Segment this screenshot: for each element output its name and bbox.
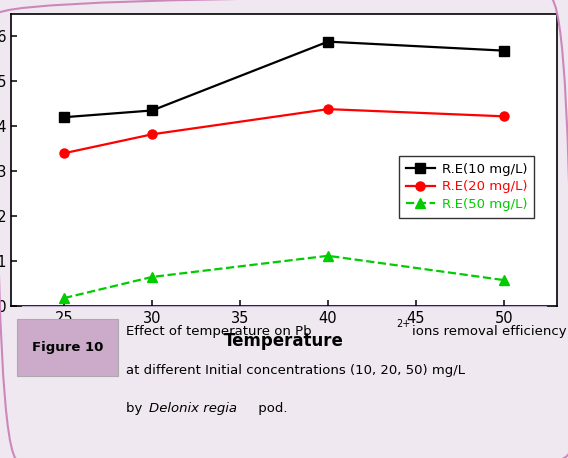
R.E(10 mg/L): [324, 39, 331, 44]
R.E(20 mg/L): [324, 106, 331, 112]
Text: at different Initial concentrations (10, 20, 50) mg/L: at different Initial concentrations (10,…: [126, 364, 465, 377]
FancyBboxPatch shape: [17, 319, 118, 376]
Text: 2+: 2+: [396, 319, 411, 329]
R.E(10 mg/L): [149, 108, 156, 113]
Line: R.E(20 mg/L): R.E(20 mg/L): [60, 104, 508, 158]
Line: R.E(50 mg/L): R.E(50 mg/L): [60, 251, 508, 303]
R.E(10 mg/L): [500, 48, 507, 54]
R.E(20 mg/L): [500, 114, 507, 119]
Text: by: by: [126, 403, 147, 415]
Text: Figure 10: Figure 10: [32, 341, 103, 354]
Text: pod.: pod.: [254, 403, 287, 415]
R.E(50 mg/L): [149, 274, 156, 280]
Text: Effect of temperature on Pb: Effect of temperature on Pb: [126, 325, 311, 338]
Text: Delonix regia: Delonix regia: [149, 403, 237, 415]
R.E(10 mg/L): [61, 114, 68, 120]
Text: ions removal efficiency: ions removal efficiency: [412, 325, 567, 338]
R.E(20 mg/L): [61, 151, 68, 156]
Legend: R.E(10 mg/L), R.E(20 mg/L), R.E(50 mg/L): R.E(10 mg/L), R.E(20 mg/L), R.E(50 mg/L): [399, 156, 534, 218]
R.E(50 mg/L): [61, 295, 68, 301]
R.E(20 mg/L): [149, 131, 156, 137]
R.E(50 mg/L): [324, 253, 331, 259]
R.E(50 mg/L): [500, 278, 507, 283]
X-axis label: Temperature: Temperature: [224, 332, 344, 349]
Line: R.E(10 mg/L): R.E(10 mg/L): [60, 37, 508, 122]
